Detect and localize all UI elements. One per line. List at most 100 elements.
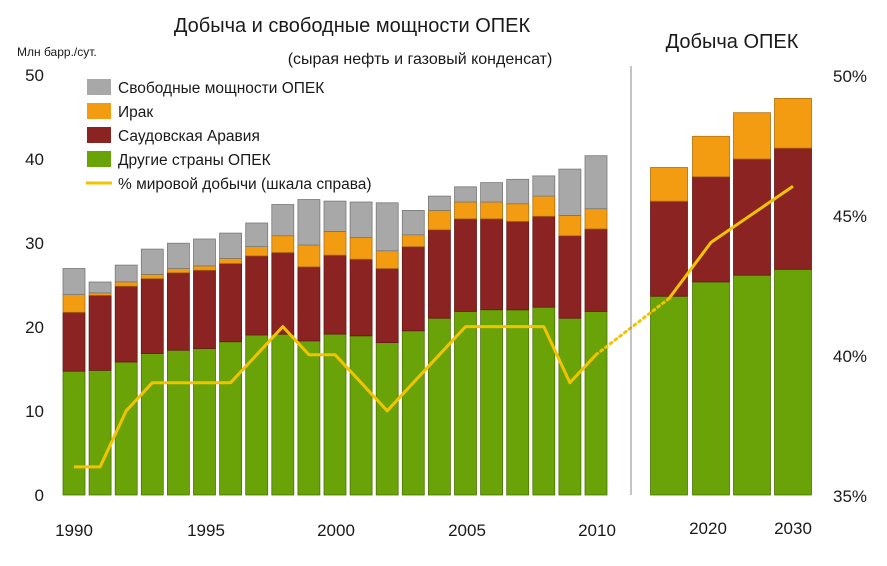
bar-segment-saudi-arabia	[774, 147, 812, 270]
bar-segment-other-opec	[245, 334, 269, 496]
bar-segment-other-opec	[774, 268, 812, 496]
right-panel-title: Добыча ОПЕК	[666, 31, 799, 53]
bar-segment-iraq	[271, 235, 295, 253]
legend-label: % мировой добычи (шкала справа)	[118, 176, 372, 193]
bar-segment-iraq	[297, 244, 321, 268]
bar-segment-iraq	[532, 195, 556, 217]
bar-segment-other-opec	[219, 341, 243, 496]
bar-segment-other-opec	[733, 274, 771, 496]
bar-segment-saudi-arabia	[62, 311, 86, 372]
y2-tick-label: 40%	[833, 347, 867, 366]
x-tick-label: 2010	[578, 521, 616, 540]
bar-segment-saudi-arabia	[506, 220, 530, 311]
bar-segment-iraq	[114, 281, 138, 287]
bar-segment-spare-capacity	[114, 264, 138, 283]
bar-segment-iraq	[558, 215, 582, 237]
bar-segment-spare-capacity	[506, 178, 530, 205]
bar-segment-iraq	[774, 98, 812, 149]
bar-segment-spare-capacity	[427, 195, 451, 211]
bar-segment-saudi-arabia	[323, 254, 347, 335]
bar-segment-other-opec	[506, 309, 530, 496]
world-share-line-gap	[594, 297, 671, 357]
bar-segment-spare-capacity	[323, 200, 347, 232]
bar-segment-saudi-arabia	[650, 200, 688, 297]
bar-segment-spare-capacity	[166, 242, 190, 269]
bar-segment-iraq	[480, 201, 504, 220]
bar-segment-spare-capacity	[454, 186, 477, 203]
bar-segment-saudi-arabia	[193, 269, 216, 349]
bar-segment-saudi-arabia	[271, 252, 295, 335]
x-tick-label: 2030	[774, 519, 812, 538]
bar-segment-iraq	[193, 265, 216, 271]
legend-swatch-spare-capacity	[87, 79, 111, 95]
bar-segment-saudi-arabia	[584, 228, 608, 312]
bar-segment-iraq	[650, 167, 688, 202]
bar-segment-iraq	[219, 257, 243, 264]
bar-segment-spare-capacity	[271, 204, 295, 237]
bar-segment-other-opec	[62, 370, 86, 496]
legend-label: Ирак	[118, 104, 153, 121]
bar-segment-spare-capacity	[193, 238, 216, 267]
bar-segment-saudi-arabia	[692, 176, 730, 283]
bar-segment-iraq	[401, 234, 425, 248]
bar-segment-other-opec	[193, 348, 216, 496]
bar-segment-saudi-arabia	[245, 255, 269, 336]
x-tick-label: 2005	[448, 521, 486, 540]
bar-segment-iraq	[375, 250, 399, 269]
bar-segment-spare-capacity	[401, 209, 425, 236]
bar-segment-other-opec	[349, 335, 373, 496]
bar-segment-iraq	[454, 201, 477, 220]
bar-segment-iraq	[349, 236, 373, 260]
legend: Свободные мощности ОПЕК Ирак Саудовская …	[86, 79, 372, 193]
bar-segment-saudi-arabia	[219, 262, 243, 343]
bar-segment-other-opec	[584, 310, 608, 496]
bar-segment-other-opec	[480, 309, 504, 496]
bar-segment-spare-capacity	[375, 202, 399, 252]
bar-segment-spare-capacity	[532, 175, 556, 197]
bar-segment-other-opec	[558, 317, 582, 496]
bar-segment-other-opec	[692, 281, 730, 496]
legend-label: Другие страны ОПЕК	[118, 152, 271, 169]
legend-swatch-saudi-arabia	[87, 127, 111, 143]
bar-segment-saudi-arabia	[401, 246, 425, 332]
bar-segment-other-opec	[532, 306, 556, 496]
legend-swatch-other-opec	[87, 151, 111, 167]
bar-segment-spare-capacity	[140, 248, 164, 275]
y2-tick-label: 50%	[833, 67, 867, 86]
bar-segment-saudi-arabia	[140, 278, 164, 354]
bar-segment-other-opec	[271, 333, 295, 496]
bar-segment-other-opec	[375, 342, 399, 496]
y-tick-label: 10	[25, 402, 44, 421]
bar-segment-iraq	[245, 246, 269, 257]
chart-subtitle: (сырая нефть и газовый конденсат)	[288, 51, 553, 68]
bar-segment-iraq	[584, 208, 608, 230]
bar-segment-spare-capacity	[584, 155, 608, 210]
bar-segment-other-opec	[140, 353, 164, 496]
bars-layer	[62, 98, 812, 496]
bar-segment-iraq	[506, 203, 530, 222]
bar-segment-iraq	[140, 273, 164, 279]
bar-segment-spare-capacity	[297, 199, 321, 246]
bar-segment-spare-capacity	[349, 201, 373, 238]
bar-segment-other-opec	[323, 333, 347, 496]
bar-segment-saudi-arabia	[480, 218, 504, 311]
y-axis-left: 0 10 20 30 40 50	[25, 66, 44, 505]
bar-segment-saudi-arabia	[166, 272, 190, 351]
chart-title: Добыча и свободные мощности ОПЕК	[174, 15, 531, 37]
legend-label: Свободные мощности ОПЕК	[118, 80, 324, 97]
bar-segment-iraq	[166, 268, 190, 274]
bar-segment-iraq	[323, 231, 347, 256]
bar-segment-spare-capacity	[88, 281, 112, 294]
y-tick-label: 50	[25, 66, 44, 85]
bar-segment-saudi-arabia	[427, 229, 451, 319]
bar-segment-iraq	[62, 294, 86, 313]
bar-segment-spare-capacity	[62, 268, 86, 296]
x-tick-label: 1990	[55, 521, 93, 540]
bar-segment-other-opec	[401, 330, 425, 496]
x-tick-label: 2000	[317, 521, 355, 540]
bar-segment-saudi-arabia	[733, 158, 771, 276]
bar-segment-spare-capacity	[245, 222, 269, 248]
y2-tick-label: 35%	[833, 487, 867, 506]
y-tick-label: 20	[25, 318, 44, 337]
